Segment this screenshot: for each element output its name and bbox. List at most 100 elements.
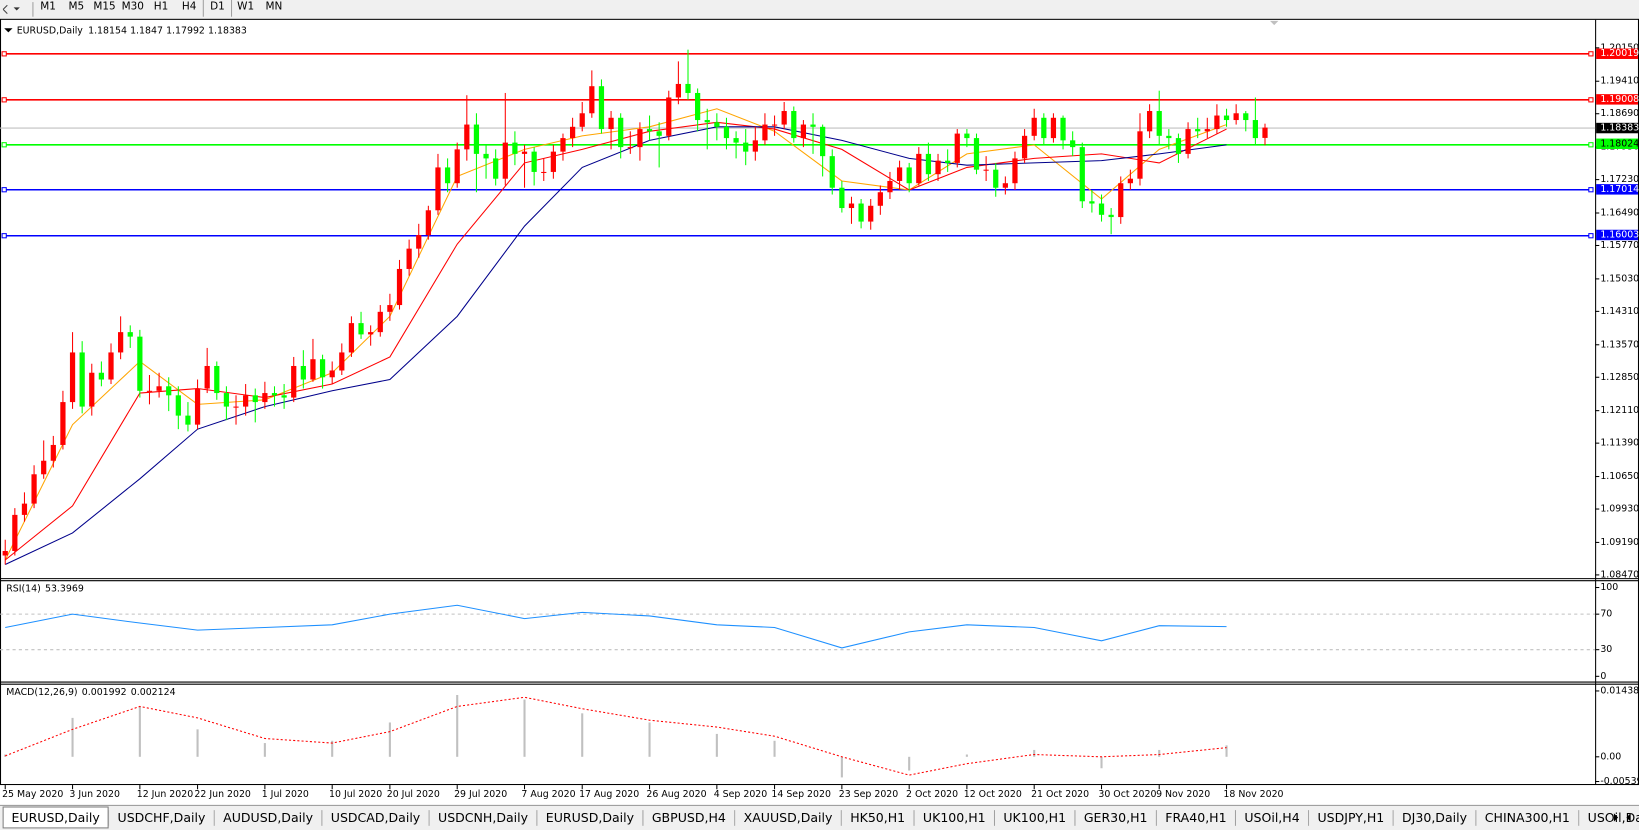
level-price-box: [1596, 229, 1638, 241]
high-price: 1.1847: [130, 25, 163, 36]
candle-body: [146, 390, 153, 392]
tab[interactable]: EURUSD,Daily: [2, 806, 110, 829]
tab[interactable]: UK100,H1: [995, 807, 1076, 828]
tab-label[interactable]: XAUUSD,Daily: [744, 810, 833, 825]
price-tick-label: 1.10650: [1600, 471, 1639, 482]
level-handle[interactable]: [1, 187, 7, 193]
candle-body: [2, 550, 8, 556]
tab[interactable]: USDCAD,Daily: [322, 807, 430, 828]
tab-label[interactable]: EURUSD,Daily: [11, 810, 100, 825]
tab-label[interactable]: USDJPY,H1: [1317, 810, 1384, 825]
timeframe-button[interactable]: MN: [265, 0, 282, 12]
candle-body: [435, 167, 441, 211]
level-price-label: 1.20019: [1600, 48, 1639, 59]
level-handle[interactable]: [1588, 97, 1594, 103]
tab[interactable]: AUDUSD,Daily: [214, 807, 323, 828]
candle-body: [906, 167, 912, 184]
date-label: 22 Jun 2020: [194, 789, 251, 800]
level-handle[interactable]: [1, 142, 7, 148]
candle-body: [300, 365, 306, 380]
tab-label[interactable]: USDCNH,Daily: [438, 810, 529, 825]
tab[interactable]: HK50,H1: [841, 807, 915, 828]
candle-body: [339, 352, 345, 371]
tab-background: [735, 807, 841, 828]
candle-body: [752, 140, 758, 152]
tab[interactable]: GER30,H1: [1075, 807, 1157, 828]
candle-body: [704, 120, 710, 123]
candle-body: [743, 142, 749, 152]
tab[interactable]: USOil,H4: [1236, 807, 1310, 828]
candle-body: [1098, 203, 1105, 215]
level-handle[interactable]: [1588, 233, 1594, 239]
timeframe-button[interactable]: W1: [237, 0, 254, 12]
tab[interactable]: UK100,H1: [914, 807, 996, 828]
tab[interactable]: USDJPY,H1: [1309, 807, 1394, 828]
tab-label[interactable]: USDCAD,Daily: [331, 810, 421, 825]
tab-label[interactable]: GER30,H1: [1084, 810, 1148, 825]
price-tick-label: 1.09930: [1600, 504, 1639, 515]
tab-label[interactable]: USDCHF,Daily: [118, 810, 206, 825]
candle-body: [848, 203, 855, 209]
timeframe-button[interactable]: M15: [93, 0, 115, 12]
tab[interactable]: USOil,Da: [1579, 807, 1639, 828]
tab[interactable]: USDCNH,Daily: [429, 807, 538, 828]
tab-background: [914, 807, 994, 828]
tab-background: [1393, 807, 1476, 828]
tab-label[interactable]: HK50,H1: [850, 810, 905, 825]
timeframe-button[interactable]: D1: [210, 0, 225, 12]
level-handle[interactable]: [1, 233, 7, 239]
tab[interactable]: USDCHF,Daily: [109, 807, 215, 828]
candle-body: [1079, 147, 1085, 202]
tab[interactable]: GBPUSD,H4: [643, 807, 736, 828]
tab-label[interactable]: GBPUSD,H4: [652, 810, 726, 825]
tab[interactable]: DJ30,Daily: [1393, 807, 1477, 828]
tab-label[interactable]: EURUSD,Daily: [546, 810, 635, 825]
tab-scroll-arrows[interactable]: [1613, 813, 1631, 822]
tab-background: [429, 807, 537, 828]
timeframe-button[interactable]: M5: [68, 0, 84, 12]
candle-body: [839, 187, 845, 209]
date-label: 30 Oct 2020: [1098, 789, 1156, 800]
macd-bar: [581, 713, 584, 757]
tab[interactable]: XAUUSD,Daily: [735, 807, 842, 828]
date-label: 20 Jul 2020: [387, 789, 440, 800]
tab-label[interactable]: DJ30,Daily: [1402, 810, 1468, 825]
tab[interactable]: EURUSD,Daily: [537, 807, 644, 828]
candle-body: [358, 323, 364, 335]
timeframe-button[interactable]: M1: [40, 0, 56, 12]
tab-label[interactable]: USOil,H4: [1244, 810, 1299, 825]
timeframe-button[interactable]: M30: [122, 0, 144, 12]
candle-body: [1146, 111, 1153, 132]
tab-label[interactable]: CHINA300,H1: [1485, 810, 1570, 825]
tab-background: [1156, 807, 1235, 828]
tab-label[interactable]: USOil,Da: [1588, 810, 1639, 825]
level-handle[interactable]: [1, 97, 7, 103]
close-price: 1.18383: [208, 25, 247, 36]
candle-body: [137, 336, 143, 391]
tab[interactable]: CHINA300,H1: [1476, 807, 1580, 828]
tab[interactable]: FRA40,H1: [1156, 807, 1237, 828]
tab-label[interactable]: UK100,H1: [923, 810, 986, 825]
level-handle[interactable]: [1588, 142, 1594, 148]
tab-label[interactable]: UK100,H1: [1003, 810, 1066, 825]
price-tick-label: 1.12110: [1600, 405, 1639, 416]
bid-price-box: [1596, 122, 1638, 134]
timeframe-button[interactable]: H4: [182, 0, 197, 12]
tab-label[interactable]: FRA40,H1: [1165, 810, 1226, 825]
level-handle[interactable]: [1, 51, 7, 57]
level-handle[interactable]: [1588, 187, 1594, 193]
timeframe-button[interactable]: H1: [154, 0, 168, 12]
macd-tick-label: -0.005396: [1600, 776, 1639, 787]
candle-body: [820, 126, 826, 157]
candle-body: [1214, 115, 1220, 130]
candle-body: [416, 235, 422, 249]
candle-body: [1012, 158, 1018, 184]
level-handle[interactable]: [1588, 51, 1594, 57]
candle-body: [1089, 201, 1095, 204]
candle-body: [69, 352, 76, 403]
tab-label[interactable]: AUDUSD,Daily: [223, 810, 313, 825]
macd-signal: 0.002124: [131, 687, 176, 698]
level-price-box: [1596, 94, 1638, 105]
toolbar: [0, 0, 1639, 19]
candle-body: [983, 169, 989, 171]
